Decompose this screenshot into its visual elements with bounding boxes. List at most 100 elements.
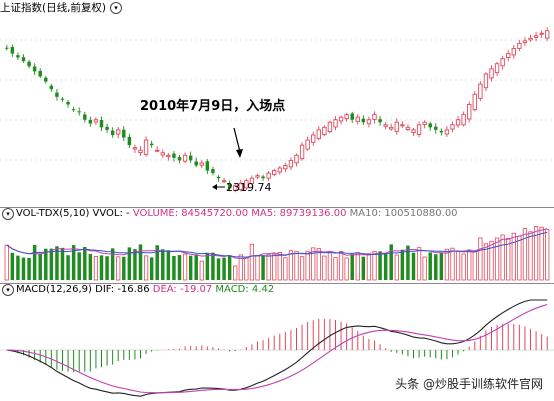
settings-circle-icon[interactable]: ▾ [110, 2, 123, 14]
candle-body [205, 161, 210, 171]
volume-bar [93, 255, 99, 281]
candle-body [149, 143, 154, 146]
candle [311, 131, 316, 146]
candle [378, 115, 382, 126]
candle [138, 146, 143, 156]
candle-body [389, 126, 394, 130]
candle [244, 178, 249, 191]
candle-body [244, 180, 249, 189]
candle [44, 76, 48, 84]
dif-value: DIF: -16.86 [95, 284, 150, 295]
panel-divider-1 [0, 207, 554, 208]
volume-bar [116, 256, 121, 281]
volume-bar [372, 251, 377, 281]
volume-bar [249, 243, 255, 281]
candle [361, 115, 366, 126]
volume-bar [244, 257, 249, 281]
entry-annotation: 2010年7月9日，入场点 [140, 98, 285, 114]
volume-bar [261, 255, 265, 280]
candle [422, 120, 427, 129]
candle [155, 146, 160, 153]
volume-bar [166, 250, 171, 280]
candle-body [38, 70, 42, 77]
volume-bar [216, 258, 221, 280]
candle-body [88, 119, 93, 124]
candle-body [249, 177, 255, 185]
volume-bar [16, 255, 20, 280]
volume-bar [177, 255, 182, 280]
macd-options-icon[interactable]: ▾ [2, 284, 14, 296]
candle-body [66, 101, 70, 105]
candle-body [99, 119, 104, 128]
candle [172, 150, 176, 162]
volume-bar [38, 253, 42, 280]
volume-bar [55, 246, 59, 280]
dea-value: DEA: -19.07 [152, 284, 213, 295]
candle [338, 115, 344, 125]
volume-bar [338, 251, 344, 281]
candle [533, 31, 539, 42]
candle-body [361, 118, 366, 123]
volume-bar [361, 256, 366, 280]
candle [32, 63, 37, 76]
candle-body [55, 92, 59, 97]
volume-bar [66, 255, 70, 280]
candle [21, 54, 26, 63]
volume-bar [288, 250, 294, 281]
candle-body [261, 176, 265, 179]
candle [522, 37, 528, 46]
candle [88, 116, 93, 127]
candle [506, 50, 511, 62]
volume-bar [44, 248, 48, 280]
candle-body [127, 136, 132, 146]
candle-body [194, 161, 198, 166]
candle [55, 89, 59, 101]
candle [494, 61, 500, 77]
volume-options-icon[interactable]: ▾ [2, 208, 14, 220]
candle-body [450, 124, 455, 130]
volume-bar [506, 238, 511, 281]
candle-body [44, 77, 48, 82]
candle-body [221, 180, 227, 183]
candle [255, 173, 260, 180]
candle [277, 166, 282, 175]
annotation-arrow-head [236, 149, 243, 158]
volume-bar [533, 226, 539, 281]
macd-value: MACD: 4.42 [215, 284, 275, 295]
candle-body [110, 130, 115, 135]
volume-bar [489, 240, 494, 281]
candle-body [288, 159, 294, 168]
candle-body [216, 176, 221, 179]
candle-body [105, 126, 109, 130]
candle-body [77, 111, 81, 113]
candle [283, 162, 288, 173]
volume-bar [322, 255, 327, 281]
volume-bar [366, 253, 372, 281]
volume-bar [233, 265, 238, 281]
volume-bars [4, 226, 550, 281]
volume-bar [99, 255, 104, 280]
candle [266, 170, 271, 182]
candle [160, 149, 165, 158]
candle [428, 121, 432, 131]
candle-body [277, 167, 282, 173]
volume-bar [500, 234, 505, 281]
candle-body [16, 55, 20, 58]
volume-indicator-name: VOL-TDX(5,10) [16, 208, 90, 219]
volume-bar [422, 256, 427, 281]
candle [439, 128, 444, 136]
volume-bar [383, 252, 388, 280]
candle [194, 157, 198, 168]
candle [132, 144, 138, 154]
candle-body [400, 124, 405, 127]
price-candles [5, 27, 550, 193]
volume-bar [305, 250, 310, 281]
volume-bar [428, 252, 432, 280]
volume-bar [83, 247, 87, 280]
volume-bar [522, 228, 528, 281]
candle [272, 168, 277, 177]
volume-bar [138, 244, 143, 280]
ma10-value: MA10: 100510880.00 [349, 208, 458, 219]
volume-bar [333, 257, 338, 281]
candle [166, 153, 171, 161]
